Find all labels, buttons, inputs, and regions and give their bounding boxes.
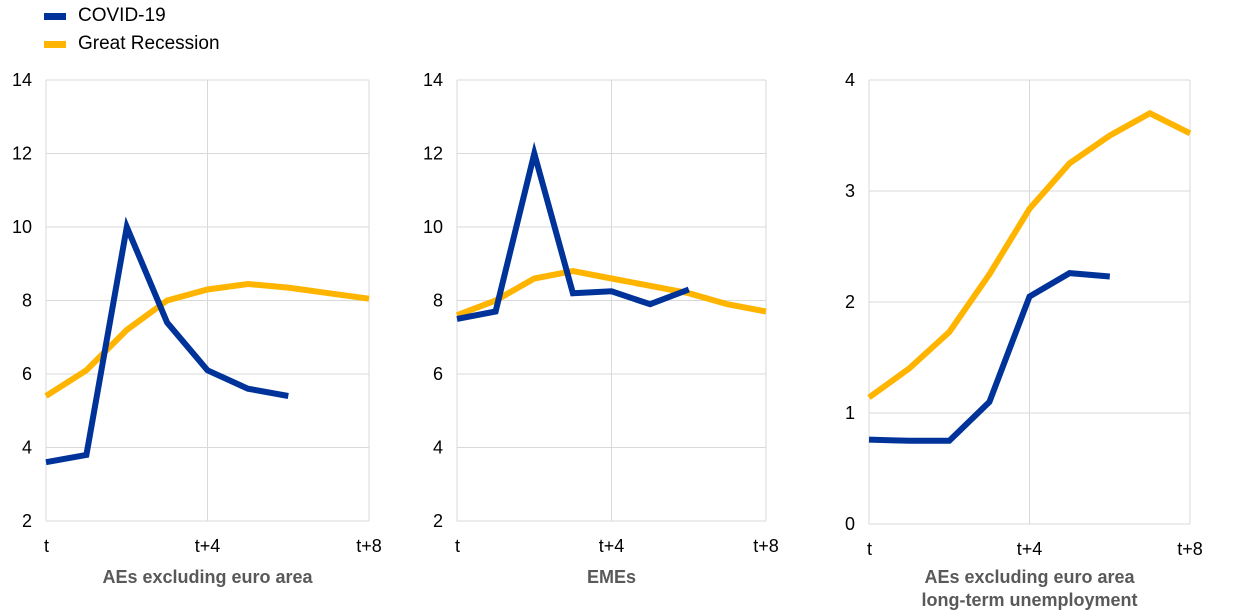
panel-3-y-tick-label: 1: [845, 403, 855, 423]
panel-3-x-tick-label: t: [867, 539, 872, 559]
panel-1-x-tick-label: t+8: [356, 536, 382, 556]
panel-1-x-tick-label: t: [44, 536, 49, 556]
panel-1-y-tick-label: 8: [22, 291, 32, 311]
panel-2-y-tick-label: 4: [433, 438, 443, 458]
panel-1-y-tick-label: 2: [22, 511, 32, 531]
panel-2-x-tick-label: t+8: [753, 536, 779, 556]
panel-3-title-line2: long-term unemployment: [921, 590, 1137, 610]
panel-1-y-tick-label: 14: [12, 70, 32, 90]
panel-3-title: AEs excluding euro area: [924, 567, 1135, 587]
panel-1-series-covid: [45, 216, 289, 466]
legend-swatch-great-recession: [44, 40, 66, 48]
panel-3-y-tick-label: 0: [845, 514, 855, 534]
panel-1-title: AEs excluding euro area: [102, 567, 313, 587]
panel-3-y-tick-label: 3: [845, 181, 855, 201]
panel-1-x-tick-label: t+4: [195, 536, 221, 556]
legend-swatch-covid: [44, 12, 66, 20]
legend-label-great-recession: Great Recession: [78, 33, 220, 54]
panel-3-x-tick-label: t+4: [1017, 539, 1043, 559]
panel-2-x-tick-label: t+4: [599, 536, 625, 556]
panel-1-y-tick-label: 12: [12, 144, 32, 164]
legend-item-covid: COVID-19: [44, 2, 220, 30]
panel-2-y-tick-label: 2: [433, 511, 443, 531]
panel-1-y-tick-label: 10: [12, 217, 32, 237]
panel-3-x-tick-label: t+8: [1177, 539, 1203, 559]
panel-2-x-tick-label: t: [455, 536, 460, 556]
panel-2-y-tick-label: 12: [423, 144, 443, 164]
chart-legend: COVID-19 Great Recession: [44, 2, 220, 58]
panel-2-y-tick-label: 6: [433, 364, 443, 384]
panel-2-y-tick-label: 10: [423, 217, 443, 237]
panel-1-y-tick-label: 4: [22, 438, 32, 458]
legend-item-great-recession: Great Recession: [44, 30, 220, 58]
panel-2-y-tick-label: 14: [423, 70, 443, 90]
panel-3-y-tick-label: 4: [845, 70, 855, 90]
panel-2-y-tick-label: 8: [433, 291, 443, 311]
panel-2-series-great-recession: [455, 268, 767, 319]
panel-3-series-great-recession: [867, 109, 1192, 400]
panel-2-series-covid: [456, 141, 690, 322]
legend-label-covid: COVID-19: [78, 5, 166, 26]
panel-2-title: EMEs: [587, 567, 636, 587]
panel-1-y-tick-label: 6: [22, 364, 32, 384]
panel-3-series-covid: [868, 270, 1111, 444]
panel-1-series-great-recession: [44, 280, 370, 399]
panel-3-y-tick-label: 2: [845, 292, 855, 312]
